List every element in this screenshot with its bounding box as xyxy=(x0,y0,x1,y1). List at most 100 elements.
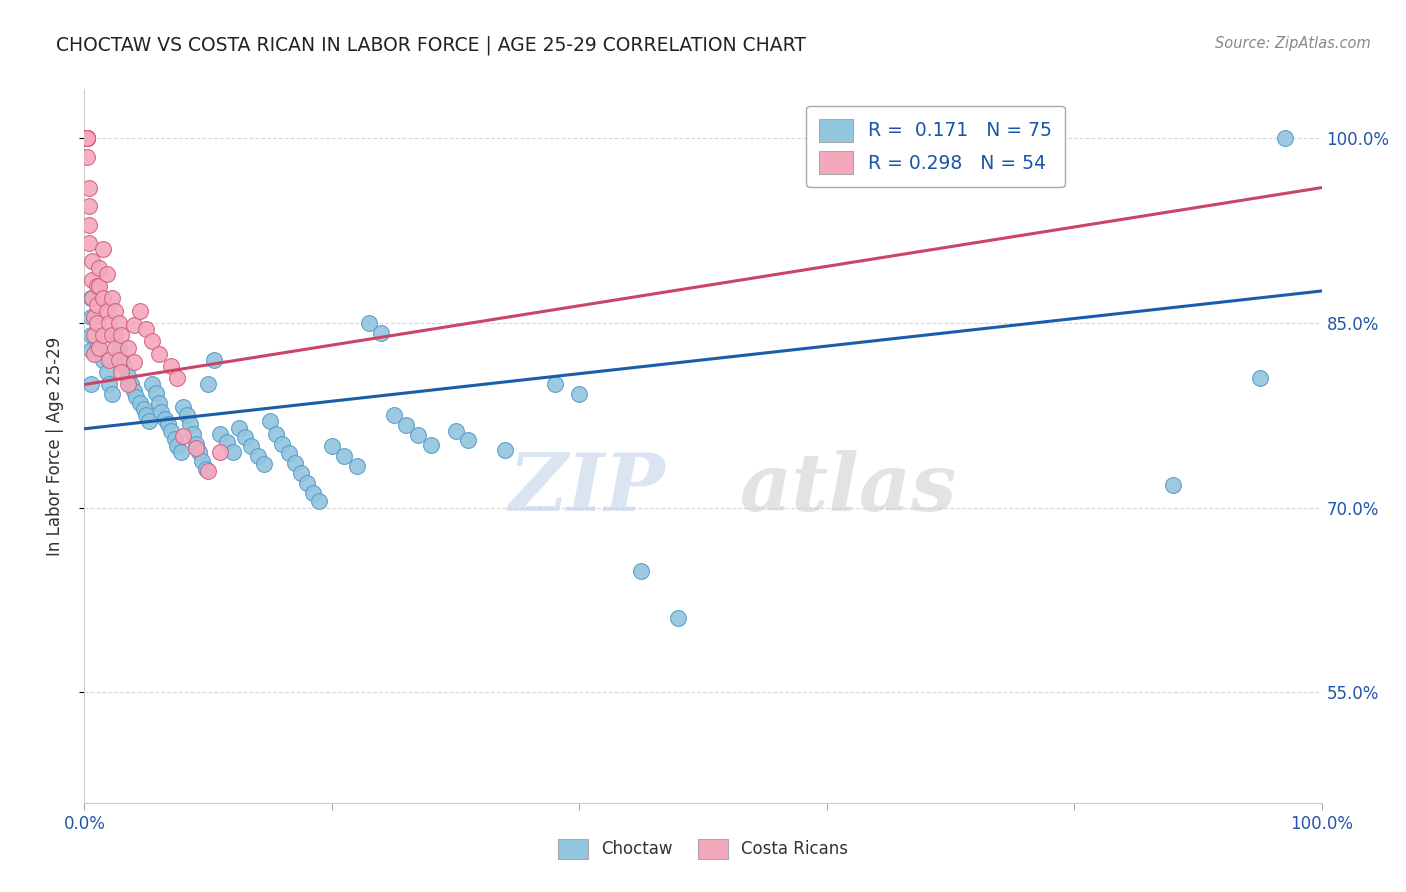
Point xyxy=(290,466,312,480)
Point xyxy=(181,426,204,441)
Text: atlas: atlas xyxy=(740,450,957,527)
Point xyxy=(80,291,103,305)
Point xyxy=(141,334,163,349)
Point xyxy=(184,436,207,450)
Point xyxy=(494,442,516,457)
Point xyxy=(89,279,111,293)
Point xyxy=(80,273,103,287)
Point xyxy=(222,445,245,459)
Point xyxy=(188,445,211,459)
Point xyxy=(568,387,591,401)
Point xyxy=(666,611,689,625)
Point xyxy=(444,424,467,438)
Point xyxy=(80,254,103,268)
Point xyxy=(108,316,131,330)
Point xyxy=(382,409,405,423)
Point xyxy=(333,449,356,463)
Point xyxy=(228,420,250,434)
Point xyxy=(91,328,114,343)
Point xyxy=(122,355,145,369)
Point xyxy=(135,322,157,336)
Point xyxy=(370,326,392,340)
Point xyxy=(96,365,118,379)
Point xyxy=(1249,371,1271,385)
Point xyxy=(89,341,111,355)
Point xyxy=(122,384,145,398)
Point xyxy=(104,341,127,355)
Point xyxy=(108,352,131,367)
Point xyxy=(308,494,330,508)
Point xyxy=(1161,478,1184,492)
Point xyxy=(110,365,132,379)
Point xyxy=(86,279,108,293)
Point xyxy=(104,303,127,318)
Point xyxy=(76,150,98,164)
Point xyxy=(100,328,122,343)
Point xyxy=(100,387,122,401)
Point xyxy=(98,316,121,330)
Point xyxy=(148,396,170,410)
Text: Source: ZipAtlas.com: Source: ZipAtlas.com xyxy=(1215,36,1371,51)
Point xyxy=(172,429,194,443)
Point xyxy=(160,424,183,438)
Point xyxy=(79,377,101,392)
Point xyxy=(157,417,180,431)
Point xyxy=(141,377,163,392)
Point xyxy=(96,303,118,318)
Point xyxy=(104,328,127,343)
Point xyxy=(194,462,217,476)
Point xyxy=(197,464,219,478)
Point xyxy=(76,131,98,145)
Point xyxy=(135,409,157,423)
Point xyxy=(83,347,105,361)
Point xyxy=(233,430,256,444)
Point xyxy=(209,426,232,441)
Point xyxy=(76,131,98,145)
Point xyxy=(86,341,108,355)
Point xyxy=(76,131,98,145)
Point xyxy=(209,445,232,459)
Point xyxy=(89,260,111,275)
Point xyxy=(125,390,148,404)
Point xyxy=(112,359,135,373)
Point xyxy=(543,377,565,392)
Point xyxy=(76,131,98,145)
Point xyxy=(1274,131,1296,145)
Point xyxy=(457,433,479,447)
Point xyxy=(264,426,287,441)
Point xyxy=(86,316,108,330)
Point xyxy=(79,235,101,250)
Point xyxy=(160,359,183,373)
Point xyxy=(284,456,307,470)
Point xyxy=(184,442,207,456)
Point xyxy=(259,414,281,428)
Point xyxy=(129,303,152,318)
Point xyxy=(79,343,101,357)
Point xyxy=(295,475,318,490)
Point xyxy=(170,445,193,459)
Point xyxy=(79,180,101,194)
Point xyxy=(202,352,225,367)
Point xyxy=(302,485,325,500)
Point xyxy=(120,377,142,392)
Point xyxy=(197,377,219,392)
Point xyxy=(148,347,170,361)
Point xyxy=(408,428,430,442)
Point xyxy=(191,454,214,468)
Point xyxy=(79,199,101,213)
Point xyxy=(172,400,194,414)
Point xyxy=(110,328,132,343)
Point xyxy=(117,368,139,383)
Point xyxy=(357,316,380,330)
Point xyxy=(145,386,167,401)
Point xyxy=(86,297,108,311)
Point xyxy=(240,439,263,453)
Point xyxy=(215,435,238,450)
Point xyxy=(98,377,121,392)
Point xyxy=(79,328,101,343)
Point xyxy=(117,341,139,355)
Point xyxy=(79,291,101,305)
Point xyxy=(91,352,114,367)
Point xyxy=(163,432,186,446)
Point xyxy=(98,352,121,367)
